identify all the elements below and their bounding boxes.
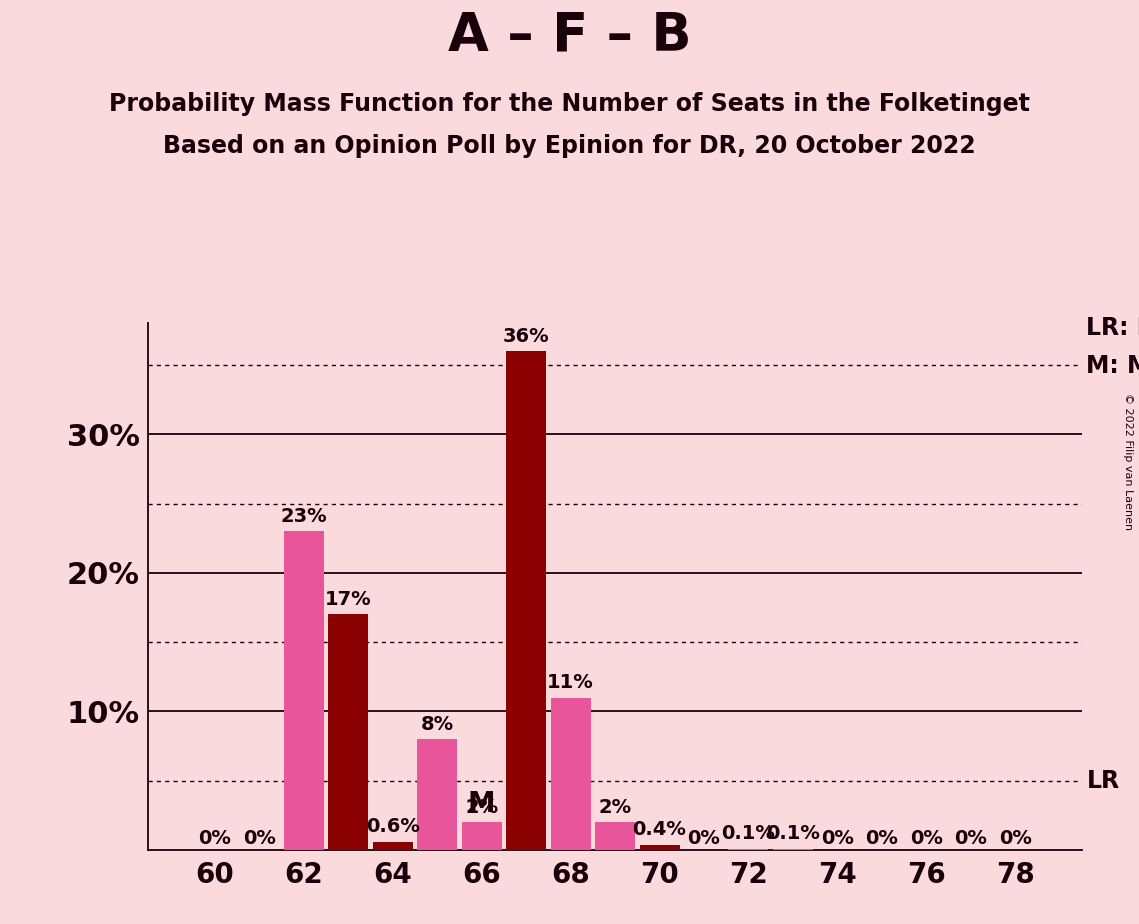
Text: LR: LR <box>1087 769 1120 793</box>
Bar <box>328 614 368 850</box>
Text: 17%: 17% <box>325 590 371 609</box>
Text: LR: Last Result: LR: Last Result <box>1087 317 1139 340</box>
Bar <box>461 822 501 850</box>
Text: 2%: 2% <box>598 797 632 817</box>
Text: 0%: 0% <box>198 829 231 848</box>
Text: 0%: 0% <box>243 829 276 848</box>
Bar <box>639 845 680 850</box>
Text: 23%: 23% <box>280 506 327 526</box>
Bar <box>372 842 412 850</box>
Text: © 2022 Filip van Laenen: © 2022 Filip van Laenen <box>1123 394 1133 530</box>
Text: 0%: 0% <box>999 829 1032 848</box>
Text: 0.1%: 0.1% <box>767 824 820 843</box>
Text: 0%: 0% <box>821 829 854 848</box>
Text: 11%: 11% <box>547 673 593 692</box>
Text: 36%: 36% <box>502 326 549 346</box>
Bar <box>506 351 546 850</box>
Text: 0%: 0% <box>954 829 988 848</box>
Text: A – F – B: A – F – B <box>448 9 691 61</box>
Text: 0%: 0% <box>866 829 899 848</box>
Text: 0%: 0% <box>910 829 943 848</box>
Text: 0%: 0% <box>688 829 721 848</box>
Bar <box>417 739 457 850</box>
Text: 0.6%: 0.6% <box>366 817 419 836</box>
Text: Probability Mass Function for the Number of Seats in the Folketinget: Probability Mass Function for the Number… <box>109 92 1030 116</box>
Text: 8%: 8% <box>420 714 453 734</box>
Bar <box>595 822 636 850</box>
Bar <box>773 848 813 850</box>
Text: 0.4%: 0.4% <box>632 820 687 839</box>
Bar <box>550 698 591 850</box>
Text: M: M <box>468 790 495 819</box>
Bar <box>729 848 769 850</box>
Bar <box>284 531 323 850</box>
Text: 2%: 2% <box>465 797 498 817</box>
Text: M: Median: M: Median <box>1087 354 1139 378</box>
Text: 0.1%: 0.1% <box>721 824 776 843</box>
Text: Based on an Opinion Poll by Epinion for DR, 20 October 2022: Based on an Opinion Poll by Epinion for … <box>163 134 976 158</box>
